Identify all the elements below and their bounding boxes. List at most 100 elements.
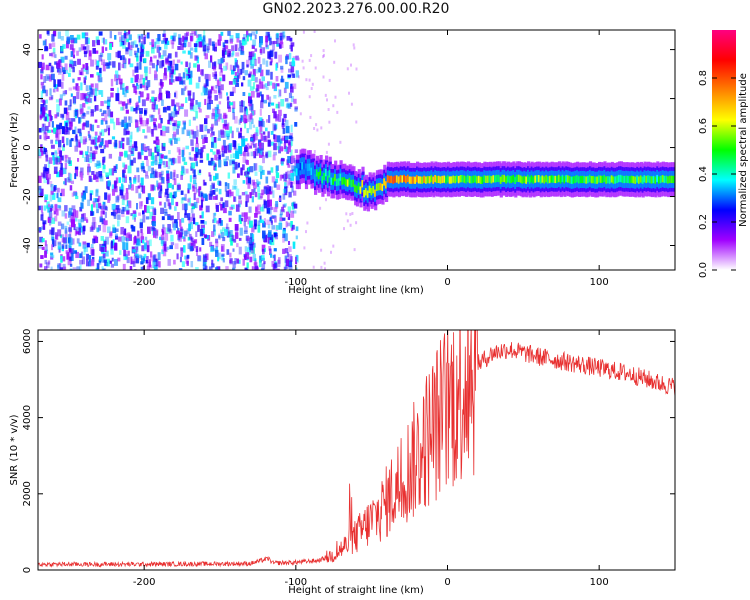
- noise-cell: [120, 106, 124, 111]
- noise-cell: [250, 91, 255, 98]
- noise-cell: [66, 36, 71, 45]
- noise-cell: [49, 212, 53, 220]
- noise-cell: [57, 229, 62, 237]
- noise-cell: [38, 175, 42, 184]
- tone-core-cell: [390, 175, 394, 183]
- noise-cell: [153, 123, 157, 128]
- noise-cell: [98, 202, 102, 209]
- tone-core-cell: [579, 175, 583, 184]
- noise-cell: [154, 104, 159, 110]
- noise-cell: [176, 59, 181, 63]
- noise-cell: [230, 238, 233, 246]
- noise-cell: [141, 99, 146, 107]
- noise-cell: [70, 249, 73, 255]
- noise-cell: [269, 240, 272, 245]
- noise-cell: [122, 242, 126, 250]
- noise-cell: [119, 141, 123, 148]
- noise-cell: [255, 88, 258, 93]
- noise-cell: [236, 64, 239, 69]
- noise-cell: [119, 269, 122, 270]
- noise-cell: [124, 123, 129, 129]
- noise-cell: [272, 264, 276, 270]
- noise-cell: [241, 39, 246, 46]
- noise-cell: [270, 102, 275, 106]
- noise-cell: [92, 152, 96, 160]
- noise-cell: [107, 193, 111, 201]
- noise-cell: [60, 223, 65, 230]
- noise-cell: [214, 95, 218, 101]
- noise-cell: [137, 78, 142, 83]
- noise-cell: [234, 72, 238, 79]
- noise-cell: [179, 80, 184, 85]
- noise-cell: [61, 234, 65, 243]
- noise-cell: [153, 266, 157, 270]
- noise-cell: [276, 135, 281, 143]
- noise-cell: [273, 40, 277, 44]
- tone-core-cell: [557, 174, 562, 183]
- noise-cell: [229, 252, 232, 258]
- noise-cell: [270, 141, 275, 146]
- noise-cell: [248, 51, 253, 58]
- noise-cell: [78, 117, 81, 124]
- noise-cell: [101, 118, 105, 122]
- noise-cell: [279, 209, 284, 216]
- noise-cell: [195, 143, 200, 151]
- tone-core-cell: [401, 175, 405, 183]
- snr-x-tick-label: -100: [284, 577, 307, 588]
- noise-cell: [184, 209, 187, 216]
- noise-cell: [281, 206, 284, 212]
- noise-cell: [252, 82, 256, 90]
- noise-cell: [206, 46, 211, 51]
- noise-cell: [130, 131, 133, 140]
- noise-cell: [251, 266, 254, 270]
- noise-cell: [138, 212, 141, 216]
- noise-cell: [171, 194, 176, 199]
- noise-cell: [243, 151, 246, 157]
- noise-cell: [299, 112, 302, 116]
- noise-cell: [222, 202, 225, 209]
- noise-cell: [125, 47, 129, 52]
- noise-cell: [44, 266, 48, 270]
- noise-cell: [77, 58, 81, 65]
- tone-core-cell: [543, 176, 547, 184]
- noise-cell: [105, 250, 109, 257]
- noise-cell: [135, 44, 139, 48]
- noise-cell: [145, 175, 149, 179]
- noise-cell: [82, 241, 87, 245]
- noise-cell: [72, 86, 77, 90]
- tone-core-cell: [554, 175, 558, 184]
- noise-cell: [121, 236, 125, 243]
- noise-cell: [92, 139, 96, 145]
- noise-cell: [238, 73, 241, 79]
- noise-cell: [353, 248, 356, 252]
- tone-core-cell: [494, 175, 498, 183]
- noise-cell: [178, 268, 183, 270]
- noise-cell: [275, 201, 279, 208]
- noise-cell: [167, 224, 171, 232]
- noise-cell: [86, 253, 89, 260]
- noise-cell: [171, 116, 174, 122]
- noise-cell: [161, 99, 164, 106]
- noise-cell: [157, 252, 161, 261]
- noise-cell: [232, 153, 236, 159]
- noise-cell: [242, 258, 245, 266]
- noise-cell: [244, 246, 248, 252]
- tone-core-cell: [519, 175, 523, 183]
- tone-core-cell: [301, 162, 305, 170]
- noise-cell: [79, 206, 83, 212]
- noise-cell: [42, 222, 46, 230]
- noise-cell: [267, 236, 272, 244]
- noise-cell: [50, 183, 54, 192]
- noise-cell: [155, 139, 160, 146]
- noise-cell: [101, 208, 104, 214]
- noise-cell: [189, 246, 193, 252]
- snr-y-tick-label: 4000: [22, 405, 33, 430]
- noise-cell: [200, 147, 204, 153]
- noise-cell: [163, 208, 168, 214]
- noise-cell: [85, 138, 88, 143]
- noise-cell: [269, 50, 273, 58]
- noise-cell: [81, 195, 85, 202]
- noise-cell: [218, 154, 221, 160]
- noise-cell: [69, 268, 73, 270]
- noise-cell: [93, 222, 97, 229]
